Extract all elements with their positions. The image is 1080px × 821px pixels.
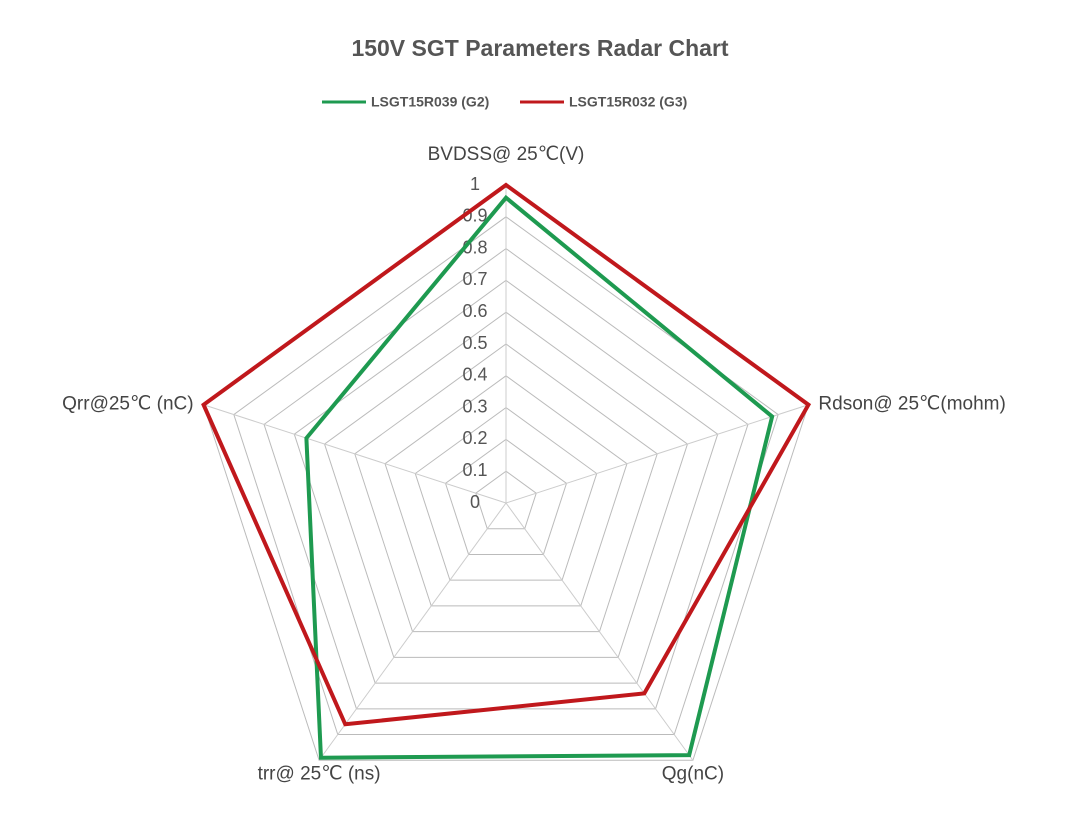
legend-label: LSGT15R039 (G2) <box>371 94 489 110</box>
grid-ring <box>444 438 568 555</box>
r-tick-label: 0.7 <box>462 269 487 289</box>
spoke <box>203 404 507 504</box>
r-tick-label: 0.5 <box>462 333 487 353</box>
grid-ring <box>414 406 598 581</box>
r-tick-label: 0.3 <box>462 396 487 416</box>
grid-ring <box>233 216 779 736</box>
chart-title: 150V SGT Parameters Radar Chart <box>351 35 728 61</box>
category-label: Rdson@ 25℃(mohm) <box>818 394 1005 415</box>
category-label: Qg(nC) <box>662 763 724 784</box>
r-tick-label: 0.2 <box>462 428 487 448</box>
grid-ring <box>323 311 689 658</box>
legend-label: LSGT15R032 (G3) <box>569 94 687 110</box>
r-tick-label: 0.4 <box>462 365 487 385</box>
grid-ring <box>475 470 537 530</box>
r-tick-label: 0 <box>470 492 480 512</box>
category-label: Qrr@25℃ (nC) <box>62 394 193 415</box>
category-label: BVDSS@ 25℃(V) <box>428 144 585 165</box>
series-line <box>304 194 775 760</box>
grid-ring <box>384 375 628 607</box>
series-line <box>201 182 812 727</box>
category-label: trr@ 25℃ (ns) <box>258 763 381 784</box>
spoke <box>505 404 809 504</box>
r-tick-label: 0.1 <box>462 460 487 480</box>
r-tick-label: 1 <box>470 174 480 194</box>
spoke <box>318 502 507 761</box>
r-tick-label: 0.6 <box>462 301 487 321</box>
spoke <box>505 502 694 761</box>
grid-ring <box>354 343 658 633</box>
